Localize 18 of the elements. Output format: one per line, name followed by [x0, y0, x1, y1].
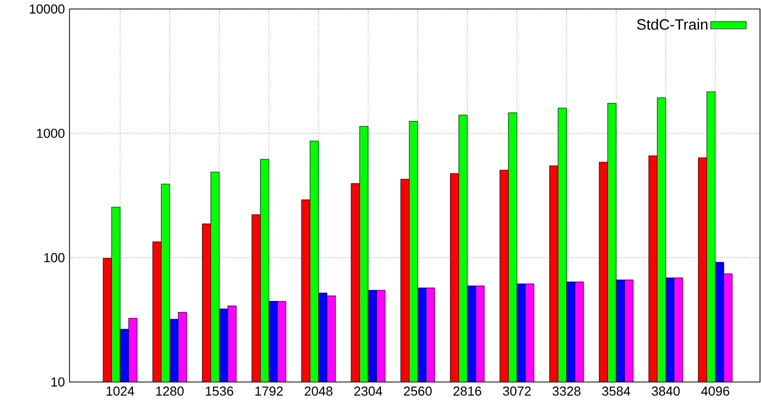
- x-tick-label: 2560: [404, 386, 432, 396]
- x-tick-label: 1024: [106, 386, 134, 396]
- y-tick-label: 100: [44, 253, 64, 262]
- x-tick-label: 1792: [255, 386, 283, 396]
- x-tick-label: 4096: [701, 386, 730, 396]
- x-tick-label: 3840: [652, 386, 680, 396]
- y-tick-label: 10000: [30, 4, 64, 14]
- x-tick-label: 1536: [206, 386, 234, 396]
- x-tick-label: 1280: [156, 386, 184, 396]
- y-tick-label: 10: [52, 377, 64, 387]
- legend-label: StdC-Train: [637, 18, 708, 30]
- x-tick-label: 2048: [304, 386, 332, 396]
- x-tick-label: 3584: [602, 386, 630, 396]
- x-tick-label: 2816: [454, 386, 482, 396]
- x-tick-label: 2304: [354, 386, 382, 396]
- y-tick-label: 1000: [37, 128, 64, 138]
- x-tick-label: 3328: [552, 386, 580, 396]
- x-tick-label: 3072: [502, 386, 531, 396]
